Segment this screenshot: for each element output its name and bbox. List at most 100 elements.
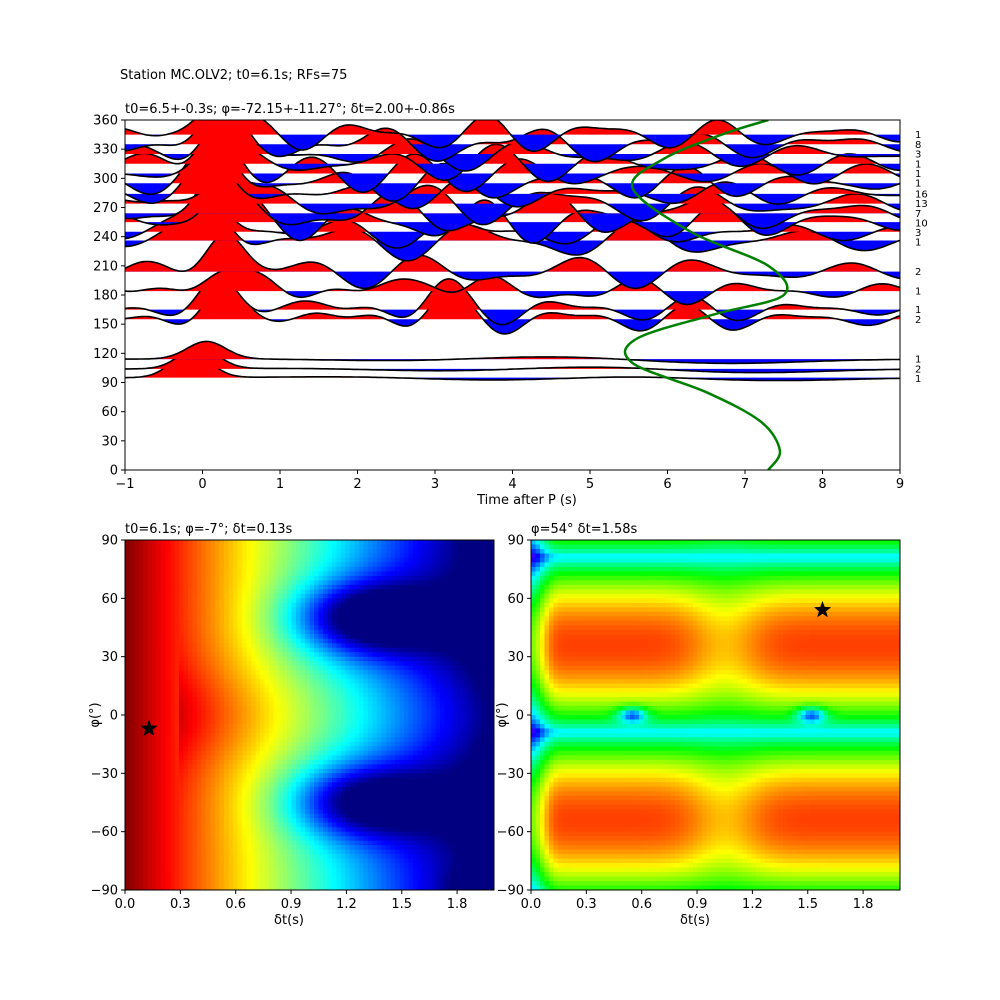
heatmap-cell	[287, 791, 293, 797]
heatmap-cell	[399, 755, 405, 761]
heatmap-cell	[170, 764, 176, 770]
heatmap-cell	[233, 818, 239, 824]
heatmap-cell	[386, 732, 392, 739]
heatmap-cell	[399, 849, 405, 855]
heatmap-cell	[174, 679, 180, 685]
heatmap-cell	[170, 683, 176, 689]
heatmap-cell	[354, 674, 360, 680]
heatmap-cell	[192, 831, 198, 837]
heatmap-cell	[399, 867, 405, 873]
heatmap-cell	[206, 768, 212, 774]
heatmap-cell	[269, 557, 275, 564]
heatmap-cell	[170, 759, 176, 765]
x-tick-label: −1	[115, 477, 134, 492]
heatmap-cell	[246, 741, 252, 748]
heatmap-cell	[179, 611, 185, 617]
heatmap-cell	[255, 881, 261, 887]
heatmap-cell	[386, 818, 392, 824]
heatmap-cell	[264, 701, 270, 707]
heatmap-cell	[327, 755, 333, 761]
heatmap-cell	[300, 598, 306, 604]
heatmap-cell	[206, 593, 212, 599]
heatmap-cell	[233, 719, 239, 725]
heatmap-cell	[282, 795, 288, 801]
heatmap-cell	[332, 827, 338, 833]
heatmap-cell	[138, 710, 144, 716]
heatmap-cell	[233, 665, 239, 671]
heatmap-cell	[255, 566, 261, 573]
heatmap-cell	[260, 827, 266, 833]
heatmap-cell	[336, 849, 342, 855]
heatmap-cell	[363, 858, 369, 864]
heatmap-cell	[395, 575, 401, 581]
heatmap-cell	[318, 589, 324, 595]
heatmap-cell	[246, 674, 252, 680]
heatmap-cell	[264, 741, 270, 748]
heatmap-cell	[395, 629, 401, 635]
heatmap-cell	[206, 732, 212, 739]
heatmap-cell	[219, 620, 225, 626]
heatmap-cell	[255, 746, 261, 752]
heatmap-cell	[287, 647, 293, 653]
heatmap-cell	[183, 845, 189, 851]
heatmap-cell	[255, 571, 261, 577]
heatmap-cell	[233, 854, 239, 860]
heatmap-cell	[183, 831, 189, 837]
heatmap-cell	[332, 692, 338, 698]
heatmap-cell	[233, 715, 239, 721]
heatmap-cell	[318, 692, 324, 698]
heatmap-cell	[354, 643, 360, 649]
heatmap-cell	[174, 670, 180, 676]
heatmap-cell	[287, 719, 293, 725]
heatmap-cell	[192, 584, 198, 590]
heatmap-cell	[161, 540, 167, 546]
heatmap-cell	[399, 881, 405, 887]
heatmap-cell	[179, 593, 185, 599]
heatmap-cell	[170, 652, 176, 658]
heatmap-cell	[129, 611, 135, 617]
heatmap-cell	[210, 777, 216, 783]
heatmap-cell	[359, 548, 365, 555]
heatmap-cell	[138, 647, 144, 653]
heatmap-cell	[183, 863, 189, 869]
heatmap-cell	[260, 719, 266, 725]
heatmap-cell	[386, 540, 392, 546]
heatmap-cell	[224, 728, 230, 734]
heatmap-cell	[323, 719, 329, 725]
heatmap-cell	[260, 598, 266, 604]
heatmap-cell	[170, 827, 176, 833]
heatmap-cell	[188, 548, 194, 555]
heatmap-cell	[197, 620, 203, 626]
heatmap-cell	[201, 723, 207, 730]
heatmap-cell	[197, 593, 203, 599]
heatmap-cell	[305, 575, 311, 581]
heatmap-cell	[323, 795, 329, 801]
heatmap-cell	[273, 822, 279, 828]
heatmap-cell	[165, 593, 171, 599]
heatmap-cell	[210, 750, 216, 756]
heatmap-cell	[368, 759, 374, 765]
heatmap-cell	[228, 548, 234, 555]
heatmap-cell	[336, 768, 342, 774]
heatmap-cell	[372, 562, 378, 568]
heatmap-cell	[269, 777, 275, 783]
x-tick-label: 9	[896, 477, 904, 492]
heatmap-cell	[129, 647, 135, 653]
heatmap-cell	[278, 692, 284, 698]
heatmap-cell	[192, 885, 198, 890]
heatmap-cell	[165, 715, 171, 721]
heatmap-cell	[386, 827, 392, 833]
heatmap-cell	[156, 800, 162, 806]
heatmap-cell	[287, 593, 293, 599]
heatmap-cell	[282, 688, 288, 694]
heatmap-cell	[246, 791, 252, 797]
heatmap-cell	[386, 755, 392, 761]
heatmap-cell	[201, 580, 207, 586]
heatmap-cell	[174, 737, 180, 743]
heatmap-cell	[300, 593, 306, 599]
heatmap-cell	[363, 656, 369, 662]
heatmap-cell	[147, 593, 153, 599]
heatmap-cell	[345, 732, 351, 739]
heatmap-cell	[183, 741, 189, 748]
heatmap-cell	[309, 777, 315, 783]
